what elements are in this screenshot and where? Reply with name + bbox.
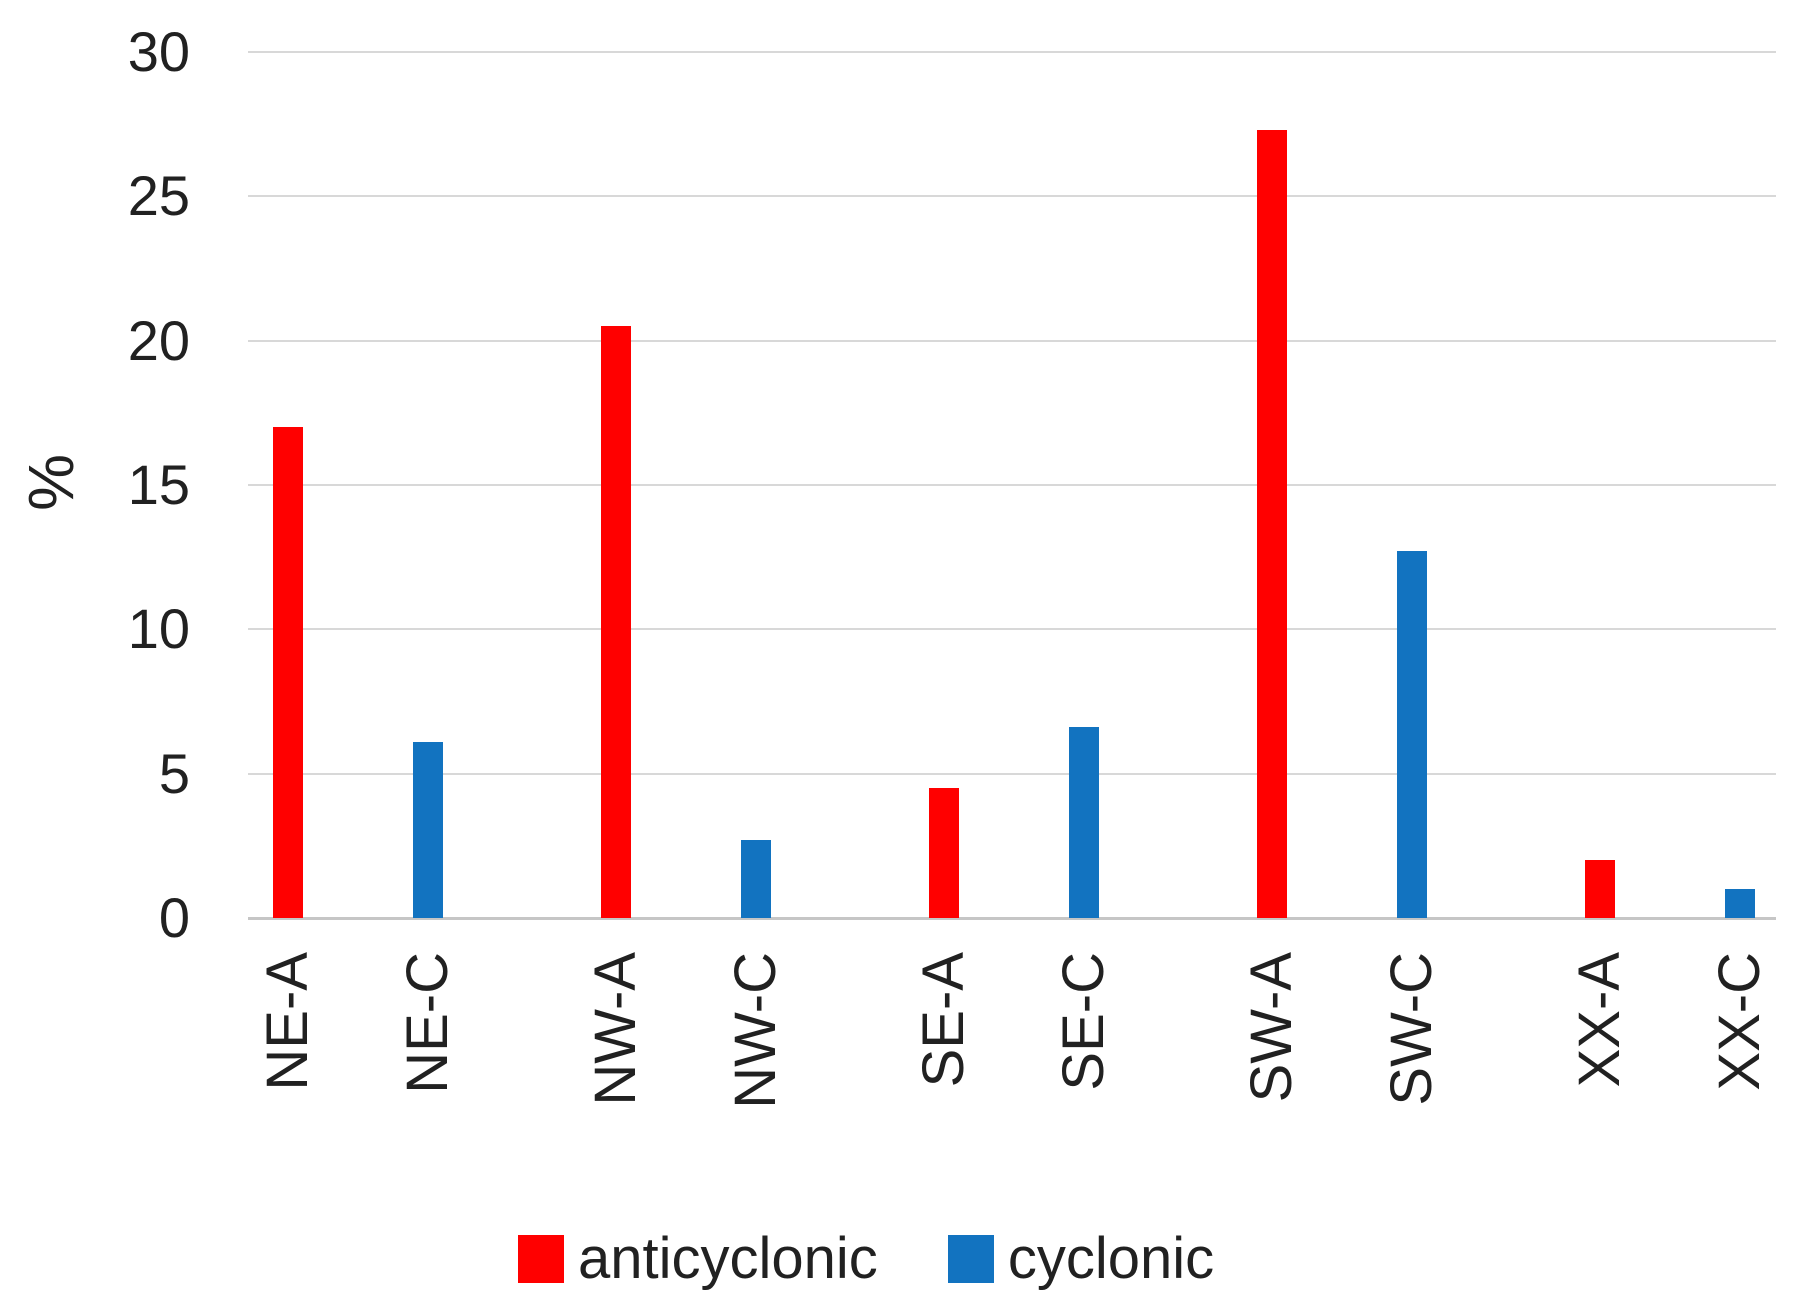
bar-NE-A [273, 427, 303, 918]
x-axis-label-text: NW-A [583, 952, 648, 1106]
bar-NE-C [413, 741, 443, 918]
bar-XX-C [1725, 889, 1755, 918]
x-axis-label-text: SW-A [1239, 952, 1304, 1103]
legend-item-cyclonic: cyclonic [947, 1226, 1215, 1292]
legend-item-anticyclonic: anticyclonic [518, 1226, 878, 1292]
bar-NW-A [601, 326, 631, 918]
y-tick-label-10: 10 [127, 597, 190, 661]
x-axis-label-text: NE-C [395, 952, 460, 1094]
x-axis-label-SW-C: SW-C [1379, 952, 1533, 1106]
legend-swatch-cyclonic [947, 1235, 994, 1283]
x-axis-line [248, 917, 1776, 920]
x-axis-label-NE-A: NE-A [255, 952, 394, 1091]
x-axis-label-SE-A: SE-A [911, 952, 1046, 1087]
legend: anticyclonic cyclonic [518, 1226, 1214, 1292]
gridline-25 [248, 195, 1776, 198]
x-axis-label-NW-C: NW-C [723, 952, 880, 1109]
x-axis-label-NW-A: NW-A [583, 952, 737, 1106]
x-axis-label-NE-C: NE-C [395, 952, 537, 1094]
gridline-20 [248, 339, 1776, 342]
gridline-10 [248, 628, 1776, 631]
x-axis-label-text: SE-C [1051, 952, 1116, 1091]
x-axis-label-SE-C: SE-C [1051, 952, 1190, 1091]
x-axis-label-text: NW-C [723, 952, 788, 1109]
x-axis-label-text: XX-A [1567, 952, 1632, 1088]
y-tick-label-15: 15 [127, 453, 190, 516]
x-axis-label-text: SW-C [1379, 952, 1444, 1106]
bar-SW-A [1257, 129, 1287, 918]
bar-SE-C [1069, 727, 1099, 918]
legend-swatch-anticyclonic [518, 1235, 564, 1283]
y-tick-label-20: 20 [127, 308, 190, 372]
y-tick-label-5: 5 [158, 741, 190, 805]
y-tick-label-30: 30 [127, 20, 190, 83]
legend-label-anticyclonic: anticyclonic [578, 1226, 878, 1291]
y-tick-label-25: 25 [127, 164, 190, 228]
y-tick-label-0: 0 [158, 886, 190, 949]
legend-label-cyclonic: cyclonic [1007, 1226, 1215, 1291]
bar-XX-A [1585, 860, 1615, 918]
x-axis-label-text: XX-C [1707, 952, 1772, 1091]
bar-SW-C [1397, 551, 1427, 918]
gridline-5 [248, 772, 1776, 775]
x-axis-label-text: SE-A [911, 952, 976, 1088]
x-axis-label-text: NE-A [255, 952, 320, 1091]
bar-SE-A [929, 788, 959, 918]
x-axis-label-SW-A: SW-A [1239, 952, 1389, 1102]
x-axis-label-XX-A: XX-A [1567, 952, 1702, 1087]
gridline-30 [248, 51, 1776, 53]
gridline-15 [248, 484, 1776, 486]
x-axis-label-XX-C: XX-C [1707, 952, 1800, 1091]
bar-NW-C [741, 840, 771, 918]
